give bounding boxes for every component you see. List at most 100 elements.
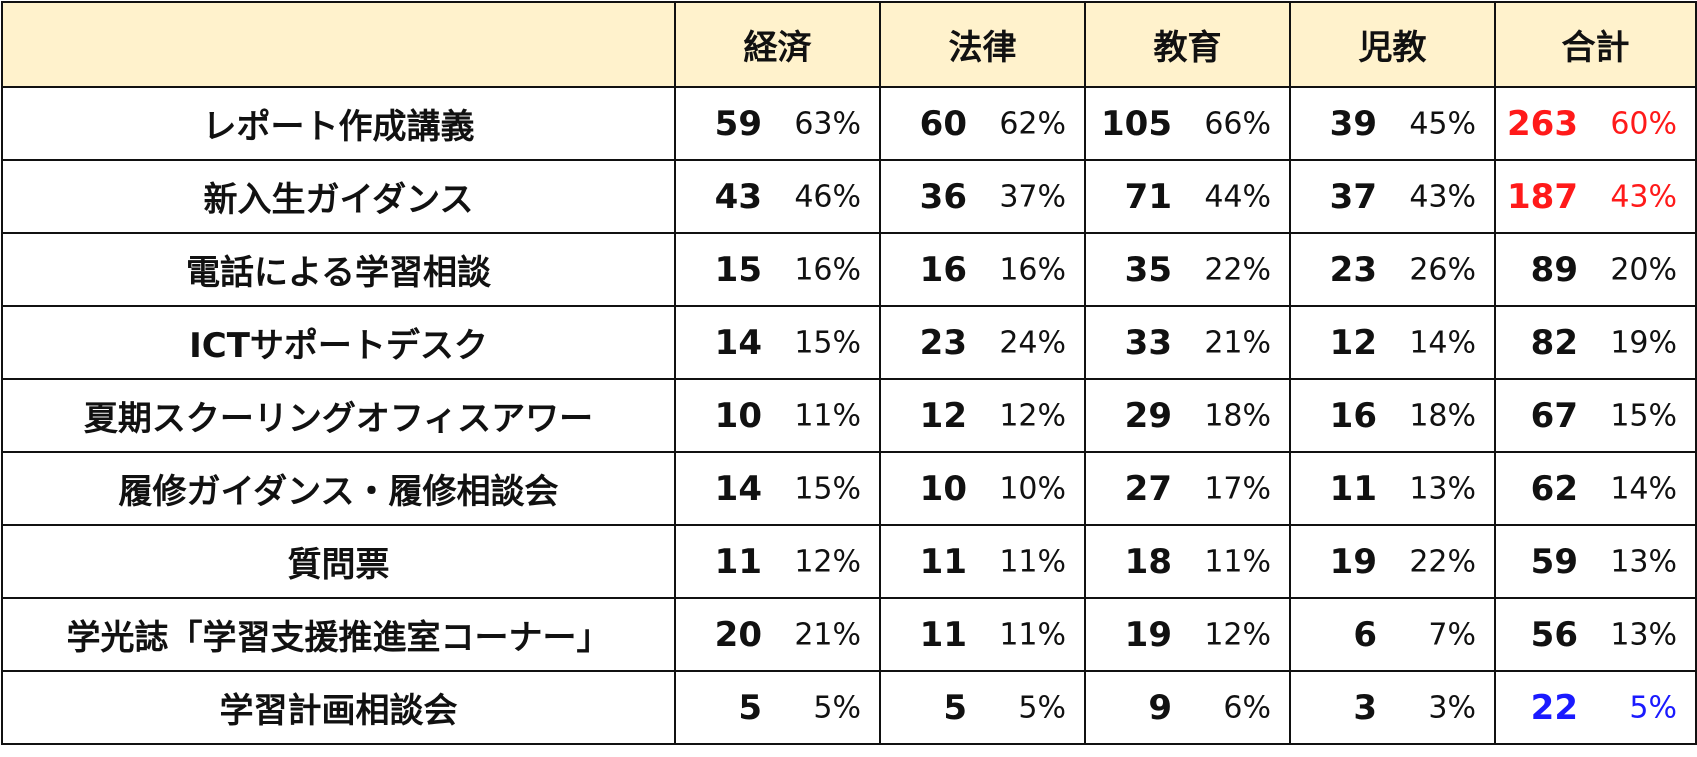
- percent-value: 5%: [813, 690, 861, 725]
- percent-value: 63%: [794, 106, 861, 141]
- count-value: 16: [1329, 395, 1377, 436]
- count-value: 11: [919, 541, 967, 582]
- row-label: レポート作成講義: [1, 86, 676, 161]
- row-label: 履修ガイダンス・履修相談会: [1, 451, 676, 526]
- value-cell: 15 16%: [674, 232, 881, 307]
- value-cell: 23 26%: [1289, 232, 1496, 307]
- percent-value: 3%: [1428, 690, 1476, 725]
- count-value: 19: [1124, 614, 1172, 655]
- percent-value: 45%: [1409, 106, 1476, 141]
- percent-value: 12%: [999, 398, 1066, 433]
- percent-value: 60%: [1610, 106, 1677, 141]
- row-label: 学光誌「学習支援推進室コーナー」: [1, 597, 676, 672]
- table-row: ICTサポートデスク 14 15% 23 24% 33 21% 12 14% 82 19%: [1, 305, 1697, 380]
- percent-value: 37%: [999, 179, 1066, 214]
- count-value: 56: [1530, 614, 1578, 655]
- count-value: 15: [714, 249, 762, 290]
- row-label: ICTサポートデスク: [1, 305, 676, 380]
- count-value: 18: [1124, 541, 1172, 582]
- percent-value: 62%: [999, 106, 1066, 141]
- count-value: 105: [1101, 103, 1172, 144]
- count-value: 29: [1124, 395, 1172, 436]
- percent-value: 21%: [1204, 325, 1271, 360]
- percent-value: 11%: [794, 398, 861, 433]
- percent-value: 17%: [1204, 471, 1271, 506]
- value-cell: 16 18%: [1289, 378, 1496, 453]
- value-cell: 19 12%: [1084, 597, 1291, 672]
- percent-value: 66%: [1204, 106, 1271, 141]
- table-row: 質問票 11 12% 11 11% 18 11% 19 22% 59 13%: [1, 524, 1697, 599]
- count-value: 12: [1329, 322, 1377, 363]
- count-value: 19: [1329, 541, 1377, 582]
- count-value: 23: [1329, 249, 1377, 290]
- percent-value: 21%: [794, 617, 861, 652]
- value-cell: 29 18%: [1084, 378, 1291, 453]
- count-value: 23: [919, 322, 967, 363]
- value-cell: 11 11%: [879, 597, 1086, 672]
- value-cell: 12 14%: [1289, 305, 1496, 380]
- count-value: 22: [1530, 687, 1578, 728]
- value-cell: 5 5%: [674, 670, 881, 745]
- count-value: 60: [919, 103, 967, 144]
- count-value: 10: [714, 395, 762, 436]
- value-cell: 5 5%: [879, 670, 1086, 745]
- value-cell: 82 19%: [1494, 305, 1697, 380]
- percent-value: 22%: [1409, 544, 1476, 579]
- count-value: 89: [1530, 249, 1578, 290]
- column-header-houritsu: 法律: [879, 1, 1086, 88]
- percent-value: 16%: [999, 252, 1066, 287]
- value-cell: 56 13%: [1494, 597, 1697, 672]
- value-cell: 39 45%: [1289, 86, 1496, 161]
- count-value: 20: [714, 614, 762, 655]
- value-cell: 11 13%: [1289, 451, 1496, 526]
- value-cell: 36 37%: [879, 159, 1086, 234]
- count-value: 14: [714, 322, 762, 363]
- row-label: 電話による学習相談: [1, 232, 676, 307]
- percent-value: 16%: [794, 252, 861, 287]
- percent-value: 43%: [1409, 179, 1476, 214]
- column-header-kyouiku: 教育: [1084, 1, 1291, 88]
- value-cell: 19 22%: [1289, 524, 1496, 599]
- percent-value: 46%: [794, 179, 861, 214]
- count-value: 62: [1530, 468, 1578, 509]
- percent-value: 14%: [1409, 325, 1476, 360]
- count-value: 12: [919, 395, 967, 436]
- value-cell: 3 3%: [1289, 670, 1496, 745]
- count-value: 263: [1507, 103, 1578, 144]
- value-cell: 59 13%: [1494, 524, 1697, 599]
- percent-value: 5%: [1629, 690, 1677, 725]
- percent-value: 14%: [1610, 471, 1677, 506]
- percent-value: 15%: [794, 471, 861, 506]
- percent-value: 22%: [1204, 252, 1271, 287]
- count-value: 59: [1530, 541, 1578, 582]
- percent-value: 26%: [1409, 252, 1476, 287]
- value-cell: 33 21%: [1084, 305, 1291, 380]
- value-cell: 22 5%: [1494, 670, 1697, 745]
- table-body: レポート作成講義 59 63% 60 62% 105 66% 39 45% 263 60% 新入生ガイ…: [1, 86, 1697, 745]
- count-value: 5: [738, 687, 762, 728]
- percent-value: 7%: [1428, 617, 1476, 652]
- count-value: 11: [919, 614, 967, 655]
- value-cell: 14 15%: [674, 305, 881, 380]
- count-value: 36: [919, 176, 967, 217]
- percent-value: 15%: [1610, 398, 1677, 433]
- table-row: 夏期スクーリングオフィスアワー 10 11% 12 12% 29 18% 16 18% 67 15%: [1, 378, 1697, 453]
- column-header-jikyou: 児教: [1289, 1, 1496, 88]
- value-cell: 10 10%: [879, 451, 1086, 526]
- value-cell: 67 15%: [1494, 378, 1697, 453]
- value-cell: 187 43%: [1494, 159, 1697, 234]
- count-value: 5: [943, 687, 967, 728]
- row-label: 学習計画相談会: [1, 670, 676, 745]
- percent-value: 13%: [1409, 471, 1476, 506]
- table-row: 履修ガイダンス・履修相談会 14 15% 10 10% 27 17% 11 13% 62 14%: [1, 451, 1697, 526]
- value-cell: 105 66%: [1084, 86, 1291, 161]
- table-row: 電話による学習相談 15 16% 16 16% 35 22% 23 26% 89 20%: [1, 232, 1697, 307]
- count-value: 43: [714, 176, 762, 217]
- value-cell: 27 17%: [1084, 451, 1291, 526]
- count-value: 33: [1124, 322, 1172, 363]
- count-value: 16: [919, 249, 967, 290]
- value-cell: 10 11%: [674, 378, 881, 453]
- corner-header-cell: [1, 1, 676, 88]
- value-cell: 11 11%: [879, 524, 1086, 599]
